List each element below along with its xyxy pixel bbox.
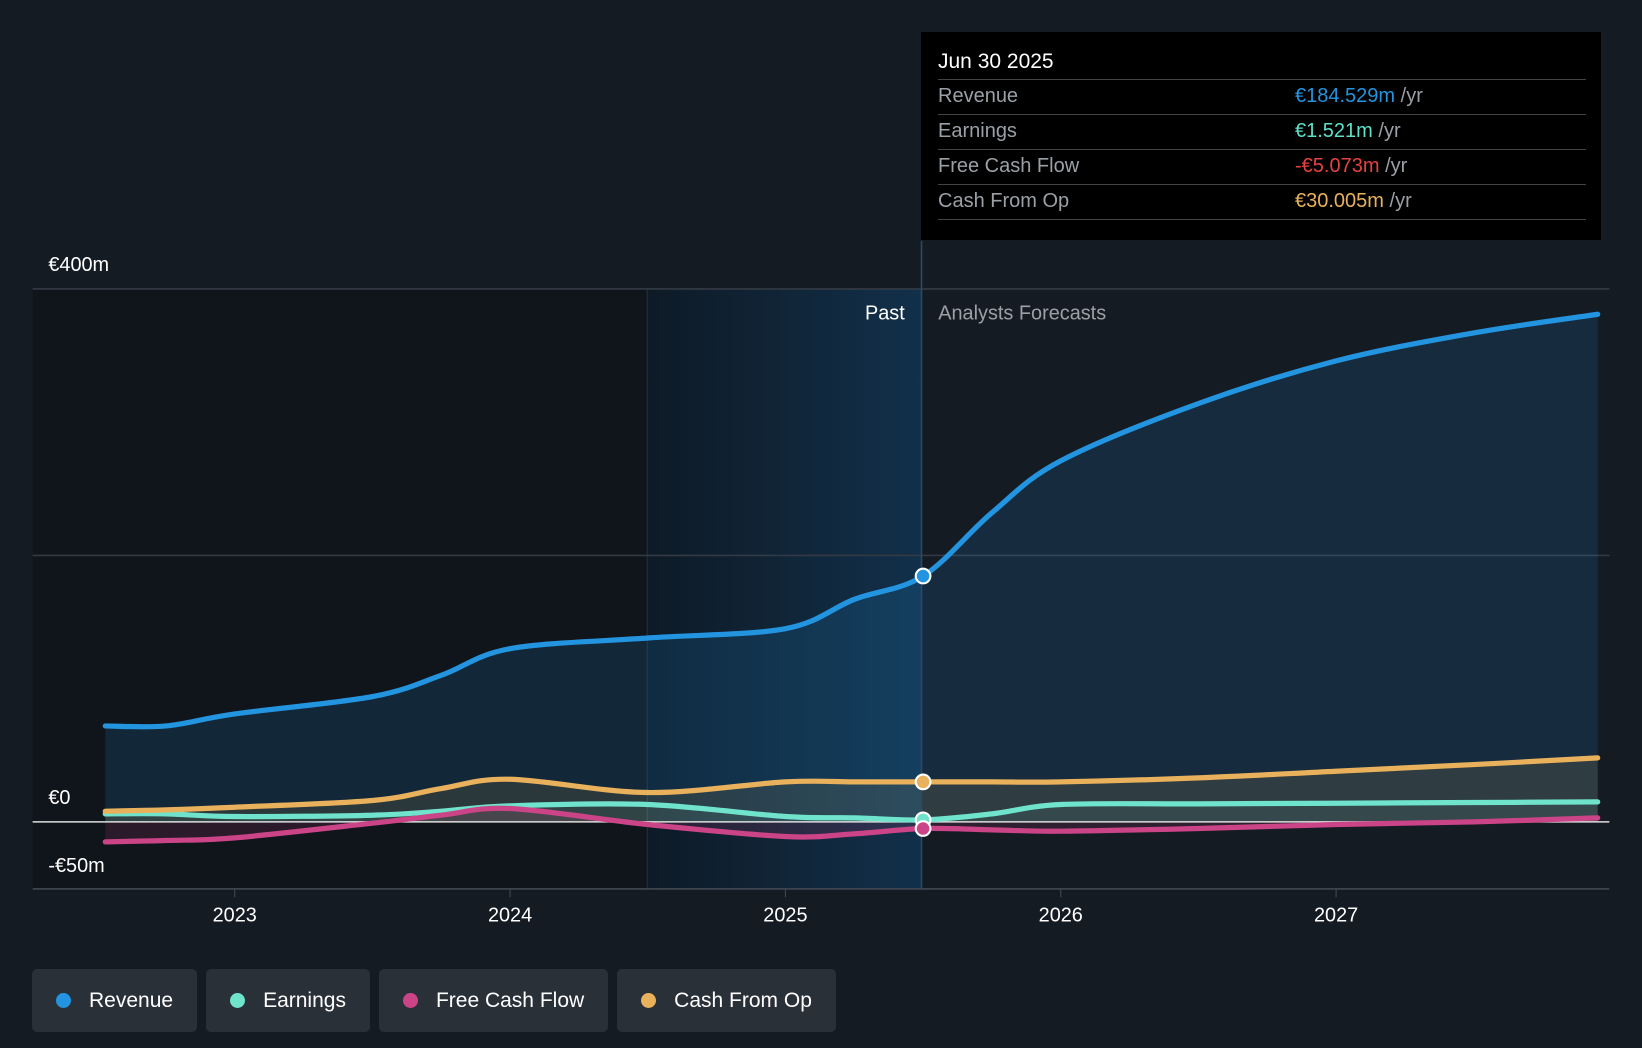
x-tick-label: 2025 bbox=[763, 904, 807, 926]
area-revenue bbox=[105, 314, 1598, 822]
legend-dot-icon bbox=[402, 993, 418, 1008]
line-earnings bbox=[102, 799, 1601, 823]
tooltip-label: Revenue bbox=[938, 85, 1019, 107]
tooltip-value: -€5.073m /yr bbox=[1295, 155, 1408, 177]
tooltip-row: Earnings €1.521m /yr bbox=[938, 114, 1586, 149]
legend-item-cash-from-op[interactable]: Cash From Op bbox=[617, 969, 836, 1032]
past-label: Past bbox=[865, 302, 905, 324]
tooltip: Jun 30 2025 Revenue €184.529m /yr Earnings… bbox=[921, 32, 1601, 240]
legend-dot-icon bbox=[641, 993, 657, 1008]
marker-free-cash-flow[interactable] bbox=[914, 820, 932, 837]
legend: Revenue Earnings Free Cash Flow Cash From O… bbox=[32, 969, 836, 1032]
line-free-cash-flow bbox=[102, 805, 1601, 845]
legend-item-free-cash-flow[interactable]: Free Cash Flow bbox=[378, 969, 609, 1032]
legend-label: Free Cash Flow bbox=[435, 988, 585, 1012]
marker-revenue[interactable] bbox=[914, 567, 932, 585]
y-tick-label: €0 bbox=[48, 787, 70, 809]
y-tick-label: €400m bbox=[48, 254, 109, 276]
legend-dot-icon bbox=[56, 993, 71, 1008]
past-dark-region bbox=[32, 288, 648, 889]
tooltip-row: Revenue €184.529m /yr bbox=[938, 79, 1586, 114]
tooltip-row: Cash From Op €30.005m /yr bbox=[938, 184, 1586, 220]
tooltip-value: €1.521m /yr bbox=[1295, 120, 1401, 142]
line-cash-from-op bbox=[102, 755, 1601, 814]
tooltip-date: Jun 30 2025 bbox=[938, 50, 1054, 73]
legend-item-revenue[interactable]: Revenue bbox=[32, 969, 198, 1032]
legend-label: Cash From Op bbox=[674, 988, 812, 1012]
x-tick-label: 2026 bbox=[1039, 904, 1083, 926]
y-tick-label: -€50m bbox=[48, 855, 104, 877]
marker-cash-from-op[interactable] bbox=[914, 773, 932, 791]
legend-label: Revenue bbox=[89, 988, 174, 1012]
legend-item-earnings[interactable]: Earnings bbox=[206, 969, 370, 1032]
area-free-cash-flow bbox=[105, 808, 1598, 842]
x-tick-label: 2023 bbox=[213, 904, 257, 926]
tooltip-value: €30.005m /yr bbox=[1295, 190, 1412, 212]
area-earnings bbox=[105, 801, 1598, 822]
forecast-label: Analysts Forecasts bbox=[938, 302, 1106, 324]
tooltip-label: Earnings bbox=[938, 120, 1017, 142]
x-tick-label: 2027 bbox=[1314, 904, 1358, 926]
line-revenue bbox=[102, 311, 1601, 730]
tooltip-value: €184.529m /yr bbox=[1295, 85, 1423, 107]
x-tick-label: 2024 bbox=[488, 904, 532, 926]
tooltip-label: Free Cash Flow bbox=[938, 155, 1080, 177]
legend-dot-icon bbox=[230, 993, 246, 1008]
legend-label: Earnings bbox=[263, 988, 346, 1012]
tooltip-row: Free Cash Flow -€5.073m /yr bbox=[938, 149, 1586, 184]
tooltip-label: Cash From Op bbox=[938, 190, 1070, 212]
